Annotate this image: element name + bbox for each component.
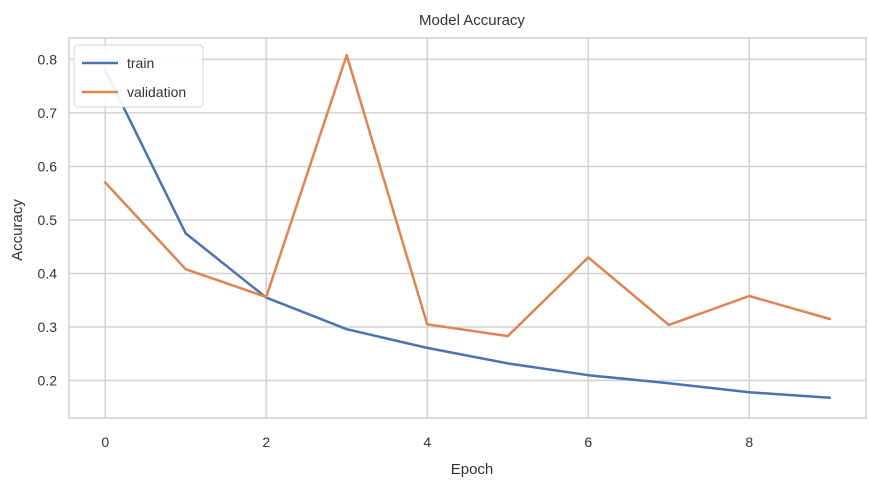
y-tick-label: 0.3 xyxy=(38,319,58,335)
y-tick-label: 0.8 xyxy=(38,51,58,67)
grid-layer xyxy=(69,38,866,418)
series-layer xyxy=(103,53,832,399)
series-line-train xyxy=(103,68,832,399)
y-tick-label: 0.6 xyxy=(38,158,58,174)
data-point-train xyxy=(587,373,590,377)
x-tick-label: 6 xyxy=(584,434,592,450)
data-point-validation xyxy=(828,317,831,321)
data-point-train xyxy=(184,232,187,235)
data-point-validation xyxy=(667,323,670,327)
data-point-validation xyxy=(506,334,509,338)
data-point-train xyxy=(748,391,751,394)
y-tick-label: 0.2 xyxy=(38,373,58,389)
series-line-validation xyxy=(103,53,832,338)
data-point-train xyxy=(345,327,348,331)
y-axis-label: Accuracy xyxy=(9,199,26,261)
data-point-validation xyxy=(587,256,590,259)
data-point-train xyxy=(506,362,509,365)
data-point-validation xyxy=(265,295,268,299)
data-point-train xyxy=(426,346,429,350)
legend-validation-label: validation xyxy=(127,84,186,100)
data-point-validation xyxy=(748,294,751,298)
chart-title: Model Accuracy xyxy=(419,12,525,29)
legend: train validation xyxy=(73,44,204,108)
data-point-train xyxy=(667,382,670,385)
data-point-validation xyxy=(345,53,348,57)
data-point-validation xyxy=(184,268,187,271)
x-tick-label: 8 xyxy=(745,434,753,450)
data-point-train xyxy=(828,396,831,399)
x-tick-label: 4 xyxy=(423,434,431,450)
y-tick-label: 0.4 xyxy=(38,265,58,281)
data-point-validation xyxy=(104,181,107,184)
x-axis-label: Epoch xyxy=(451,461,494,478)
legend-train-label: train xyxy=(127,55,154,71)
x-tick-label: 0 xyxy=(101,434,109,450)
y-tick-label: 0.7 xyxy=(38,105,58,121)
data-point-validation xyxy=(426,323,429,326)
y-tick-label: 0.5 xyxy=(38,212,58,228)
tick-layer: 0 2 4 6 8 0.2 0.3 0.4 0.5 0.6 0.7 0.8 xyxy=(38,51,754,450)
x-tick-label: 2 xyxy=(262,434,270,450)
